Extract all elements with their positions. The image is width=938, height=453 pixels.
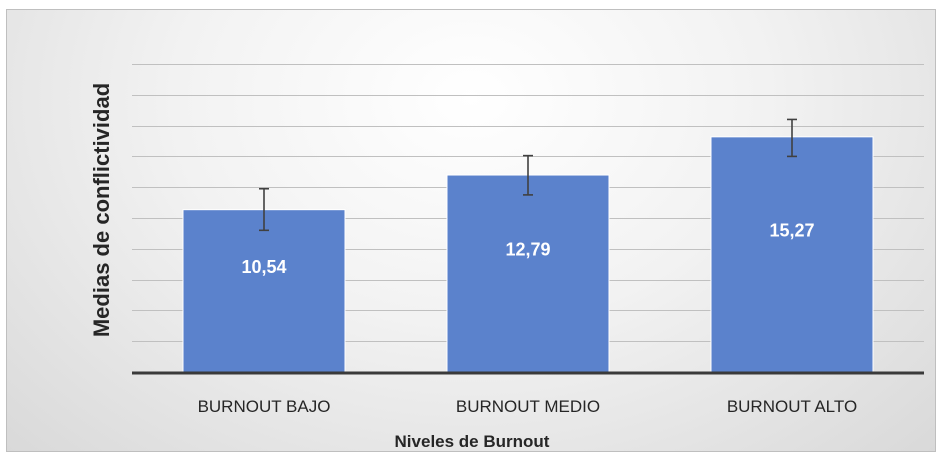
y-axis-title: Medias de conflictividad xyxy=(89,83,114,337)
x-tick-label: BURNOUT ALTO xyxy=(727,397,857,416)
error-bar xyxy=(523,154,533,196)
x-tick-labels: BURNOUT BAJO BURNOUT MEDIO BURNOUT ALTO xyxy=(198,397,858,416)
data-label: 10,54 xyxy=(241,257,286,277)
bar-chart: 10,54 12,79 15,27 BURNOUT BAJO BURNOUT MEDI… xyxy=(89,64,924,451)
error-bar xyxy=(259,187,269,232)
x-tick-label: BURNOUT BAJO xyxy=(198,397,331,416)
error-bar xyxy=(787,118,797,158)
data-labels: 10,54 12,79 15,27 xyxy=(241,220,814,276)
bar-burnout-alto xyxy=(710,136,874,373)
x-tick-label: BURNOUT MEDIO xyxy=(456,397,600,416)
data-label: 12,79 xyxy=(505,240,550,260)
error-bars xyxy=(259,118,797,232)
data-label: 15,27 xyxy=(769,220,814,240)
x-axis-title: Niveles de Burnout xyxy=(395,432,550,451)
bar-burnout-bajo xyxy=(182,209,346,373)
chart-frame: 10,54 12,79 15,27 BURNOUT BAJO BURNOUT MEDI… xyxy=(6,9,936,452)
bar-burnout-medio xyxy=(446,174,610,373)
